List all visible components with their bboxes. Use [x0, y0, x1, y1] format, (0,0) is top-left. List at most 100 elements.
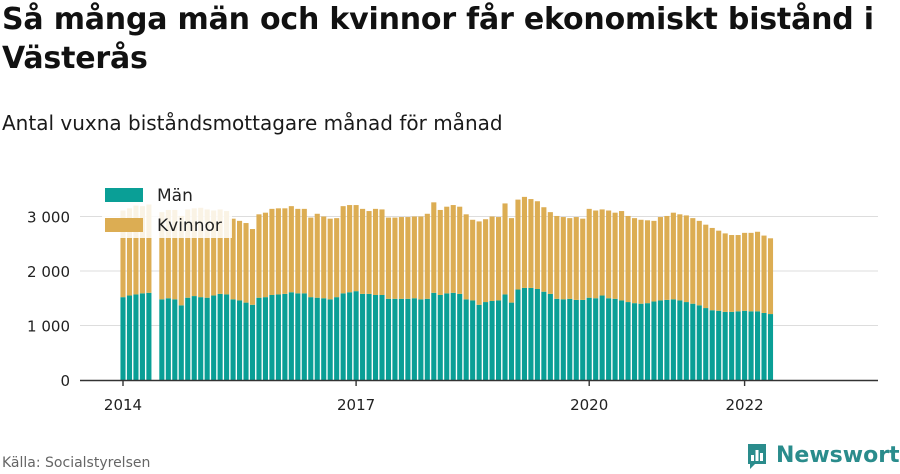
bar-men — [353, 291, 359, 380]
bar-men — [554, 298, 560, 380]
bar-women — [541, 207, 547, 292]
bar-women — [651, 220, 657, 302]
bar-men — [729, 311, 735, 380]
bar-women — [120, 210, 126, 298]
bar-men — [534, 288, 540, 380]
bar-men — [463, 299, 469, 380]
bar-men — [269, 294, 275, 380]
bar-men — [392, 298, 398, 380]
x-tick-label: 2017 — [337, 396, 375, 414]
bar-women — [593, 210, 599, 299]
bar-women — [321, 216, 327, 299]
bar-women — [567, 218, 573, 299]
bar-women — [644, 220, 651, 304]
bar-men — [761, 312, 767, 380]
bar-men — [631, 303, 638, 380]
bar-men — [211, 295, 217, 380]
bar-men — [508, 302, 515, 380]
bar-women — [398, 217, 404, 299]
bar-men — [716, 310, 722, 380]
bar-women — [502, 203, 508, 295]
bar-women — [677, 214, 683, 301]
bar-men — [327, 299, 333, 380]
bar-women — [139, 206, 145, 294]
bar-men — [664, 299, 670, 380]
x-tick-label: 2022 — [726, 396, 764, 414]
bar-women — [748, 232, 754, 312]
bar-men — [515, 289, 521, 380]
bar-women — [224, 211, 230, 295]
bar-women — [554, 215, 560, 299]
y-tick-label: 2 000 — [27, 263, 70, 281]
bar-women — [379, 209, 385, 295]
bar-women — [256, 214, 262, 298]
bar-women — [385, 217, 392, 299]
bar-men — [431, 292, 437, 380]
bar-women — [217, 209, 223, 294]
bar-men — [146, 292, 152, 380]
bar-men — [372, 294, 379, 380]
bar-men — [696, 305, 702, 380]
bar-men — [683, 302, 689, 380]
bar-men — [437, 294, 443, 380]
bar-men — [366, 293, 372, 380]
bar-women — [405, 217, 411, 299]
bar-women — [237, 220, 243, 301]
bar-women — [612, 212, 618, 299]
bar-men — [586, 297, 592, 380]
bar-women — [703, 224, 709, 309]
bar-women — [269, 208, 275, 295]
bar-men — [690, 303, 696, 380]
bar-women — [437, 209, 443, 295]
bar-men — [625, 302, 631, 380]
bar-women — [631, 218, 638, 304]
bar-women — [586, 208, 592, 298]
bar-men — [657, 300, 663, 380]
bar-men — [521, 287, 527, 380]
bar-women — [580, 218, 586, 300]
bar-women — [638, 219, 644, 304]
y-tick-label: 3 000 — [27, 209, 70, 227]
bar-women — [314, 213, 320, 298]
legend-swatch — [105, 218, 143, 232]
bar-men — [249, 304, 256, 380]
bar-women — [496, 217, 502, 301]
bar-men — [360, 293, 366, 380]
bar-women — [327, 218, 333, 300]
bar-women — [606, 210, 612, 299]
bar-men — [243, 302, 249, 380]
bar-women — [133, 205, 139, 295]
bar-men — [288, 292, 294, 380]
bar-men — [191, 296, 197, 380]
bar-men — [541, 291, 547, 380]
bar-women — [722, 233, 728, 312]
bar-women — [560, 217, 566, 300]
x-tick-label: 2014 — [104, 396, 142, 414]
legend-label: Kvinnor — [157, 216, 222, 236]
brand-name: Newsworthy — [776, 443, 900, 468]
bar-men — [262, 297, 268, 380]
bar-men — [237, 300, 243, 380]
bar-men — [398, 298, 404, 380]
bar-men — [126, 295, 133, 380]
bar-men — [755, 311, 761, 380]
bar-men — [165, 298, 171, 380]
bar-men — [767, 314, 774, 380]
newsworthy-logo: Newsworthy — [746, 442, 900, 470]
bar-women — [521, 196, 527, 288]
bar-women — [198, 207, 204, 298]
bar-women — [444, 206, 450, 294]
bar-men — [230, 299, 236, 380]
bar-men — [599, 295, 605, 380]
bar-men — [314, 297, 320, 380]
bar-women — [411, 216, 417, 299]
bar-men — [379, 294, 385, 380]
bar-men — [411, 298, 417, 380]
bar-men — [742, 310, 748, 380]
chart-subtitle: Antal vuxna biståndsmottagare månad för … — [2, 111, 503, 135]
bar-women — [755, 231, 761, 312]
bar-men — [334, 297, 340, 380]
bar-women — [696, 220, 702, 306]
bar-women — [126, 208, 133, 296]
bar-men — [722, 311, 728, 380]
